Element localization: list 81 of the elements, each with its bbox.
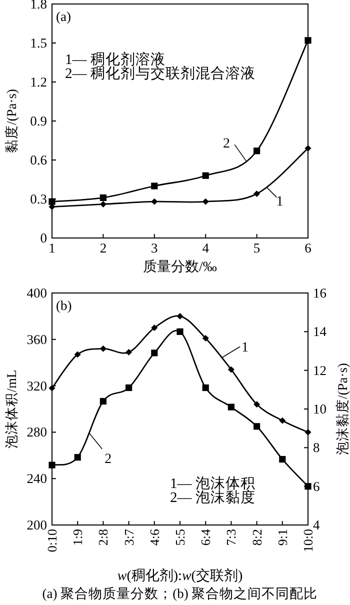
point [176, 328, 184, 335]
point [48, 462, 56, 468]
point [304, 428, 312, 436]
y-tick-label: 0.9 [30, 114, 48, 128]
y2-tick-label: 10 [313, 402, 327, 416]
x-tick-label: 10:0 [300, 529, 316, 552]
y-tick-label: 0.6 [30, 152, 48, 168]
x-axis-title: w(稠化剂):w(交联剂) [117, 568, 243, 584]
y-tick-label: 1.2 [30, 74, 47, 90]
point [202, 198, 209, 205]
point [100, 345, 106, 352]
x-tick-label: 1:9 [70, 529, 86, 546]
point [151, 350, 158, 356]
x-tick-label: 0:10 [44, 529, 60, 552]
y2-tick-label: 8 [313, 440, 320, 456]
text: (a) 聚合物质量分数；(b) 聚合物之间不同配比 [42, 586, 318, 601]
point [202, 384, 209, 392]
annotation: 2— 稠化剂与交联剂混合溶液 [65, 65, 256, 82]
y2-tick-label: 12 [313, 362, 326, 378]
point [151, 182, 158, 190]
x-axis-title: 质量分数/‰ [143, 259, 217, 275]
y-axis-title: 泡沫体积/mL [4, 370, 19, 448]
y2-tick-label: 4 [313, 518, 320, 532]
point [74, 351, 81, 358]
legend-label: 1 [276, 194, 284, 210]
x-tick-label: 7:3 [224, 529, 239, 546]
series-label: 2 [104, 452, 112, 468]
x-tick-label: 6:4 [198, 528, 214, 546]
y2-tick-label: 6 [313, 478, 320, 494]
x-tick-label: 1 [48, 240, 56, 256]
point [228, 404, 234, 410]
point [254, 190, 260, 198]
point [254, 423, 260, 430]
point [126, 348, 132, 356]
x-tick-label: 3:7 [121, 528, 136, 546]
y-tick-label: 240 [26, 471, 48, 486]
chart-title: (a) [56, 9, 71, 24]
point [279, 417, 286, 424]
point [126, 384, 132, 392]
y-tick-label: 280 [26, 424, 48, 440]
y-tick-label: 200 [26, 518, 48, 532]
x-tick-label: 2 [100, 240, 107, 256]
point [228, 366, 234, 373]
y-tick-label: 400 [26, 286, 48, 300]
point [100, 398, 106, 405]
point [100, 200, 106, 208]
x-tick-label: 5:5 [172, 529, 188, 546]
x-tick-label: 9:1 [274, 529, 290, 546]
x-tick-label: 5 [253, 240, 260, 256]
legend-label: 1 [241, 340, 248, 356]
x-tick-label: 4:6 [146, 528, 162, 546]
y2-tick-label: 16 [313, 286, 327, 300]
point [100, 194, 106, 201]
point [151, 198, 158, 205]
x-tick-label: 2:8 [96, 529, 111, 546]
point [254, 148, 260, 154]
x-tick-label: 4 [202, 240, 210, 256]
point [254, 401, 260, 408]
x-tick-label: 6 [304, 240, 312, 256]
x-tick-label: 8:2 [249, 529, 264, 546]
y-axis-title: 黏度/(Pa·s) [4, 89, 19, 153]
point [202, 334, 209, 342]
point [279, 456, 286, 463]
point [304, 37, 312, 44]
annotation: 2— 泡沫黏度 [170, 489, 256, 506]
point [202, 172, 209, 179]
point [176, 312, 184, 320]
chart-title: (b) [56, 298, 72, 313]
series-label: 2 [223, 136, 230, 152]
y2-axis-title: 泡沫黏度/(Pa·s) [335, 363, 350, 455]
y-tick-label: 360 [26, 332, 48, 347]
point [151, 324, 158, 332]
y2-tick-label: 14 [313, 324, 327, 340]
point [304, 145, 312, 152]
y-tick-label: 1.5 [30, 36, 48, 50]
y-tick-label: 320 [26, 378, 48, 394]
y-tick-label: 0 [40, 230, 48, 246]
point [74, 454, 81, 461]
y-tick-label: 0.3 [30, 192, 48, 206]
point [48, 204, 56, 210]
x-tick-label: 3 [151, 240, 158, 256]
